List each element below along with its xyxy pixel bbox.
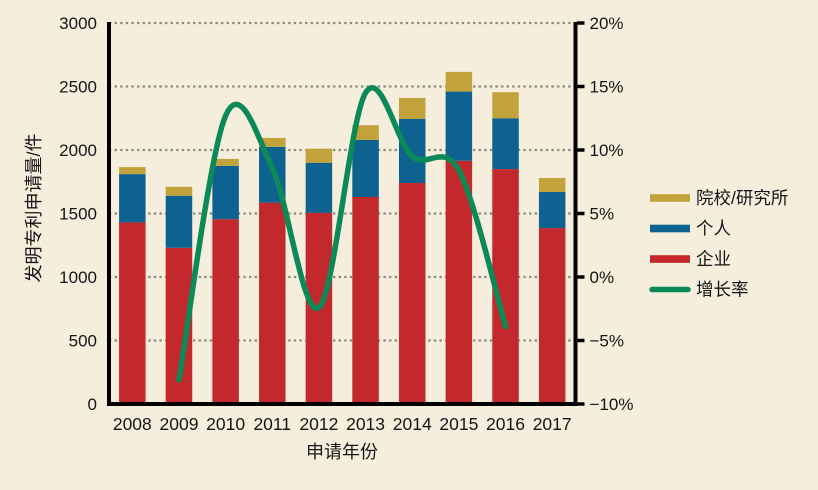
left-axis-tick-label: 1000 — [59, 268, 97, 287]
bar-segment-2013-院校/研究所 — [352, 125, 379, 140]
bar-segment-2016-个人 — [492, 118, 519, 170]
labels-layer: 0 500 1000 1500 2000 2500 3000 −10% −5% 0% 5% 10% 15… — [59, 14, 633, 434]
x-axis-tick-label: 2008 — [113, 414, 152, 434]
growth-line-layer — [176, 85, 509, 383]
bar-segment-2013-个人 — [352, 139, 379, 197]
x-axis-tick-label: 2009 — [160, 414, 199, 434]
legend-swatch-企业 — [650, 255, 690, 263]
right-axis-tick-label: 10% — [590, 141, 624, 160]
bar-segment-2011-院校/研究所 — [259, 137, 286, 147]
x-axis-tick-label: 2014 — [393, 414, 432, 434]
legend-label-个人: 个人 — [696, 219, 731, 239]
bar-segment-2009-个人 — [165, 195, 193, 248]
x-axis-tick-label: 2013 — [346, 414, 385, 434]
right-axis-tick-label: −5% — [590, 332, 625, 351]
x-axis-title: 申请年份 — [306, 442, 378, 462]
bar-segment-2012-个人 — [305, 162, 333, 213]
right-axis-tick-label: 20% — [590, 14, 624, 33]
bar-segment-2008-企业 — [119, 222, 146, 404]
right-axis-tick-label: 15% — [590, 78, 624, 97]
bar-segment-2013-企业 — [352, 196, 379, 404]
bar-segment-2014-院校/研究所 — [398, 97, 426, 119]
legend-label-院校/研究所: 院校/研究所 — [696, 188, 788, 208]
x-axis-tick-label: 2015 — [439, 414, 478, 434]
left-axis-tick-label: 1500 — [59, 205, 97, 224]
bar-segment-2015-院校/研究所 — [445, 71, 473, 92]
bar-segment-2016-院校/研究所 — [492, 92, 519, 119]
growth-rate-line — [176, 85, 509, 383]
bar-segment-2008-个人 — [119, 174, 146, 223]
legend-label-增长率: 增长率 — [696, 280, 749, 300]
right-axis-tick-label: 5% — [590, 205, 615, 224]
bar-segment-2014-个人 — [398, 118, 426, 184]
left-axis-tick-label: 2000 — [59, 141, 97, 160]
legend-label-企业: 企业 — [696, 249, 731, 269]
bar-segment-2017-企业 — [538, 228, 566, 404]
left-axis-tick-label: 0 — [88, 395, 97, 414]
left-axis-tick-label: 2500 — [59, 78, 97, 97]
bars-layer — [119, 71, 566, 404]
legend-swatch-个人 — [650, 224, 690, 233]
left-axis-tick-label: 500 — [69, 332, 97, 351]
bar-segment-2012-院校/研究所 — [305, 148, 333, 163]
bar-segment-2010-个人 — [212, 165, 239, 220]
left-axis-title: 发明专利申请量/件 — [24, 133, 44, 282]
right-axis-tick-label: 0% — [590, 268, 615, 287]
right-axis-tick-label: −10% — [590, 395, 634, 414]
bar-segment-2008-院校/研究所 — [119, 167, 146, 175]
bar-segment-2015-个人 — [445, 91, 473, 161]
bar-segment-2010-院校/研究所 — [212, 158, 239, 166]
bar-segment-2011-企业 — [259, 202, 286, 404]
left-axis-tick-label: 3000 — [59, 14, 97, 33]
x-axis-tick-label: 2011 — [253, 414, 291, 434]
x-axis-tick-label: 2012 — [299, 414, 338, 434]
bar-segment-2010-企业 — [212, 219, 239, 404]
x-axis-tick-label: 2016 — [486, 414, 525, 434]
legend-swatch-院校/研究所 — [650, 194, 690, 202]
bar-segment-2009-院校/研究所 — [165, 186, 193, 196]
bar-segment-2015-企业 — [445, 160, 473, 404]
bar-segment-2014-企业 — [398, 183, 426, 404]
axes-layer — [107, 21, 585, 406]
x-axis-tick-label: 2017 — [533, 414, 572, 434]
x-axis-tick-label: 2010 — [206, 414, 245, 434]
bar-segment-2017-个人 — [538, 191, 566, 229]
bar-segment-2017-院校/研究所 — [538, 177, 566, 192]
